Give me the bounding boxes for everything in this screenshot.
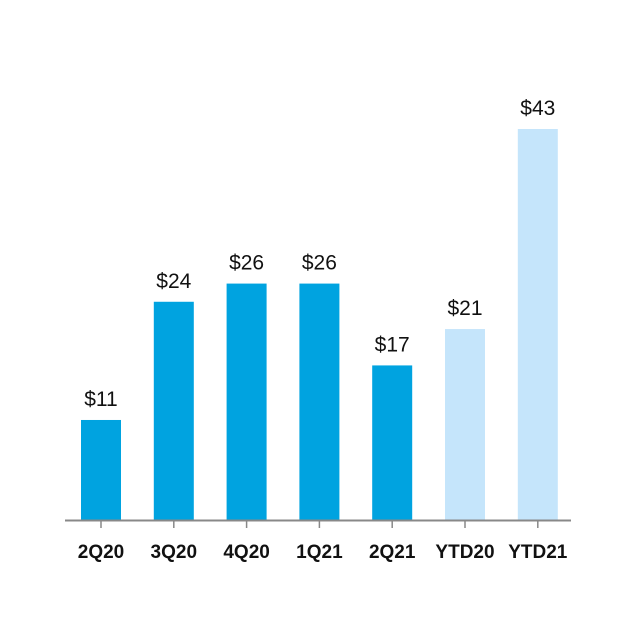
data-label-3q20: $24 <box>156 270 191 293</box>
data-label-ytd21: $43 <box>520 97 555 120</box>
x-tick-label-4q20: 4Q20 <box>223 542 269 563</box>
x-ticks-group <box>100 520 539 528</box>
data-label-2q21: $17 <box>375 333 410 356</box>
x-tick-label-2q20: 2Q20 <box>78 542 124 563</box>
x-tick-labels-group: 2Q20 3Q20 4Q20 1Q21 2Q21 YTD20 YTD21 <box>78 542 568 563</box>
x-tick-label-ytd20: YTD20 <box>435 542 494 563</box>
bar-3q20 <box>153 301 194 520</box>
x-tick-label-3q20: 3Q20 <box>151 542 197 563</box>
bar-2q20 <box>81 419 121 520</box>
x-tick-label-1q21: 1Q21 <box>296 542 343 563</box>
bar-ytd20 <box>445 329 485 520</box>
data-label-2q20: $11 <box>84 388 117 411</box>
data-label-ytd20: $21 <box>447 297 482 320</box>
x-tick-label-2q21: 2Q21 <box>369 542 416 563</box>
bar-ytd21 <box>517 129 558 520</box>
bar-2q21 <box>372 365 413 520</box>
bars-group <box>81 129 558 520</box>
x-tick-label-ytd21: YTD21 <box>508 542 568 563</box>
data-label-1q21: $26 <box>302 252 337 275</box>
value-labels-group: $11 $24 $26 $26 $17 $21 $43 <box>84 97 555 411</box>
data-label-4q20: $26 <box>229 252 264 275</box>
bar-1q21 <box>299 283 340 520</box>
bar-4q20 <box>226 283 267 520</box>
